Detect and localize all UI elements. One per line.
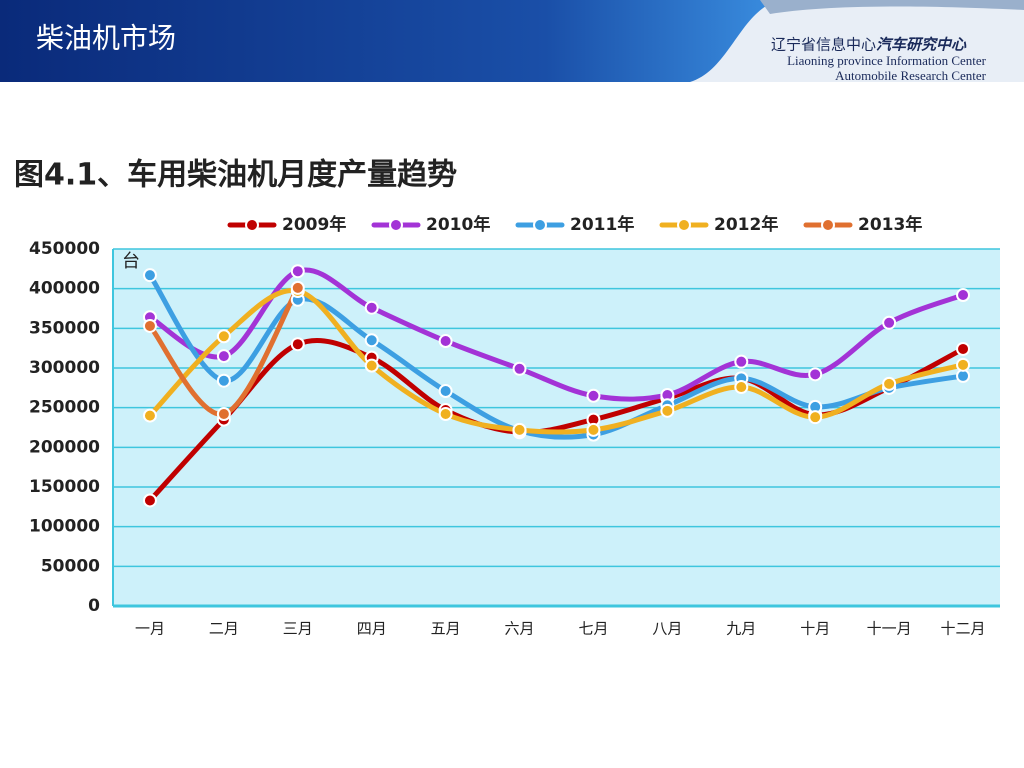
x-tick-label: 十一月 [867, 620, 912, 638]
y-label: 台 [122, 251, 140, 272]
org-cn-2: 汽车研究中心 [876, 36, 967, 54]
legend-label: 2013年 [858, 214, 922, 235]
point [438, 407, 453, 422]
point [956, 357, 971, 372]
point [364, 358, 379, 373]
x-tick-label: 六月 [505, 620, 535, 638]
point [512, 422, 527, 437]
org-en-1: Liaoning province Information Center [787, 53, 987, 68]
point [808, 367, 823, 382]
x-tick-label: 十二月 [941, 620, 986, 638]
point [586, 388, 601, 403]
point [142, 408, 157, 423]
y-tick-label: 400000 [29, 279, 100, 299]
y-tick-label: 150000 [29, 477, 100, 497]
x-tick-label: 九月 [726, 620, 756, 638]
y-tick-label: 0 [88, 596, 100, 616]
y-tick-label: 450000 [29, 239, 100, 259]
y-tick-label: 350000 [29, 318, 100, 338]
y-tick-label: 300000 [29, 358, 100, 378]
x-tick-label: 五月 [431, 620, 461, 638]
legend-label: 2011年 [570, 214, 634, 235]
legend-label: 2009年 [282, 214, 346, 235]
point [512, 361, 527, 376]
point [216, 407, 231, 422]
x-tick-label: 三月 [283, 620, 313, 638]
legend-marker [677, 218, 691, 232]
point [808, 410, 823, 425]
legend-marker [245, 218, 259, 232]
point [142, 493, 157, 508]
point [882, 315, 897, 330]
header-title: 柴油机市场 [36, 22, 176, 55]
y-tick-label: 250000 [29, 398, 100, 418]
point [882, 376, 897, 391]
point [734, 354, 749, 369]
x-tick-label: 七月 [578, 620, 608, 638]
point [364, 333, 379, 348]
y-tick-label: 100000 [29, 517, 100, 537]
point [290, 264, 305, 279]
legend-marker [389, 218, 403, 232]
header-accent [760, 0, 1024, 14]
y-tick-label: 50000 [41, 556, 100, 576]
x-tick-label: 十月 [800, 620, 830, 638]
point [216, 329, 231, 344]
point [956, 288, 971, 303]
legend-label: 2010年 [426, 214, 490, 235]
point [956, 341, 971, 356]
point [290, 280, 305, 295]
legend-marker [533, 218, 547, 232]
point [290, 337, 305, 352]
point [142, 318, 157, 333]
point [734, 380, 749, 395]
org-cn-1: 辽宁省信息中心 [771, 36, 876, 54]
x-tick-label: 八月 [652, 620, 682, 638]
point [438, 334, 453, 349]
point [364, 300, 379, 315]
x-tick-label: 四月 [357, 620, 387, 638]
y-tick-label: 200000 [29, 437, 100, 457]
point [142, 268, 157, 283]
x-tick-label: 二月 [209, 620, 239, 638]
x-tick-label: 一月 [135, 620, 165, 638]
point [438, 384, 453, 399]
legend-marker [821, 218, 835, 232]
header-band [0, 0, 780, 82]
point [660, 403, 675, 418]
point [216, 349, 231, 364]
point [216, 373, 231, 388]
legend-label: 2012年 [714, 214, 778, 235]
chart-title: 图4.1、车用柴油机月度产量趋势 [14, 158, 457, 193]
point [586, 422, 601, 437]
org-en-2: Automobile Research Center [835, 68, 987, 83]
